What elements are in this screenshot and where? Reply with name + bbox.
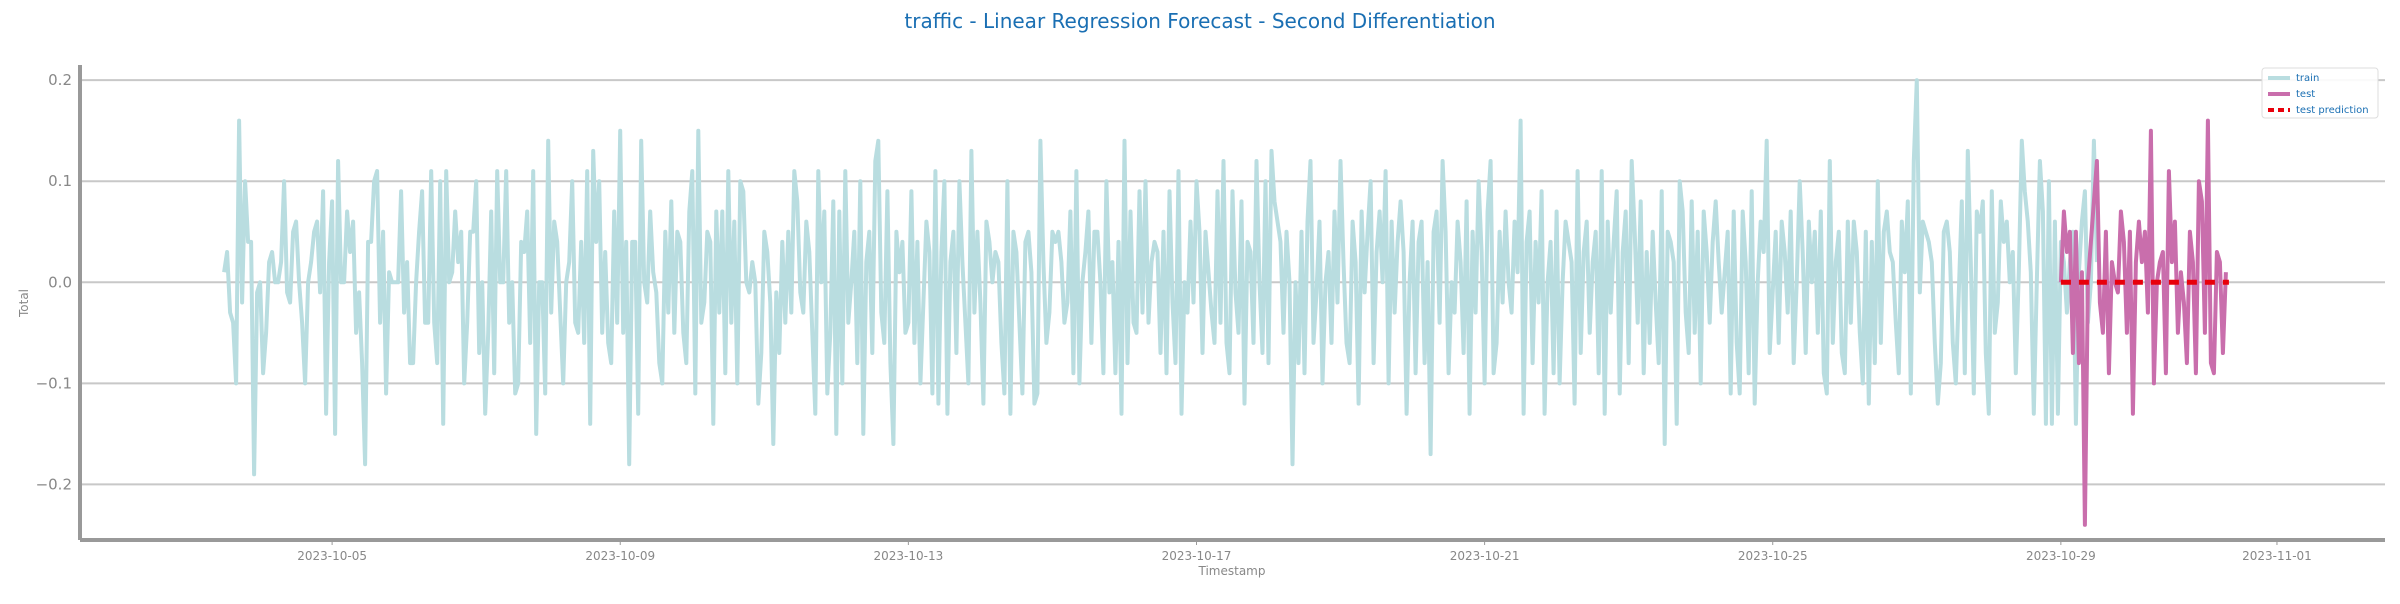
x-tick-label: 2023-10-21	[1450, 549, 1520, 563]
chart-title: traffic - Linear Regression Forecast - S…	[904, 9, 1495, 33]
x-tick-label: 2023-11-01	[2242, 549, 2312, 563]
y-tick-label: −0.1	[36, 374, 72, 392]
plot-area	[222, 78, 2229, 527]
legend-box	[2261, 67, 2379, 119]
x-axis-label: Timestamp	[1198, 564, 1266, 578]
x-tick-label: 2023-10-25	[1738, 549, 1808, 563]
series-line-test	[2058, 118, 2228, 527]
x-tick-label: 2023-10-13	[873, 549, 943, 563]
y-tick-labels: 0.2 0.1 0.0 −0.1 −0.2	[36, 71, 72, 493]
y-tick-label: 0.2	[48, 71, 72, 89]
x-tick-labels: 2023-10-05 2023-10-09 2023-10-13 2023-10-17…	[297, 540, 2312, 563]
y-tick-label: 0.0	[48, 273, 72, 291]
legend-label-train: train	[2296, 73, 2319, 84]
x-tick-label: 2023-10-17	[1162, 549, 1232, 563]
series-line-train	[222, 78, 2099, 477]
y-tick-label: −0.2	[36, 475, 72, 493]
legend-label-test: test	[2296, 89, 2315, 100]
legend: train test test prediction	[2261, 67, 2379, 119]
legend-label-test-prediction: test prediction	[2296, 105, 2369, 116]
x-tick-label: 2023-10-09	[585, 549, 655, 563]
x-tick-label: 2023-10-29	[2026, 549, 2096, 563]
x-tick-label: 2023-10-05	[297, 549, 367, 563]
y-axis-label: Total	[17, 289, 31, 318]
y-tick-label: 0.1	[48, 172, 72, 190]
